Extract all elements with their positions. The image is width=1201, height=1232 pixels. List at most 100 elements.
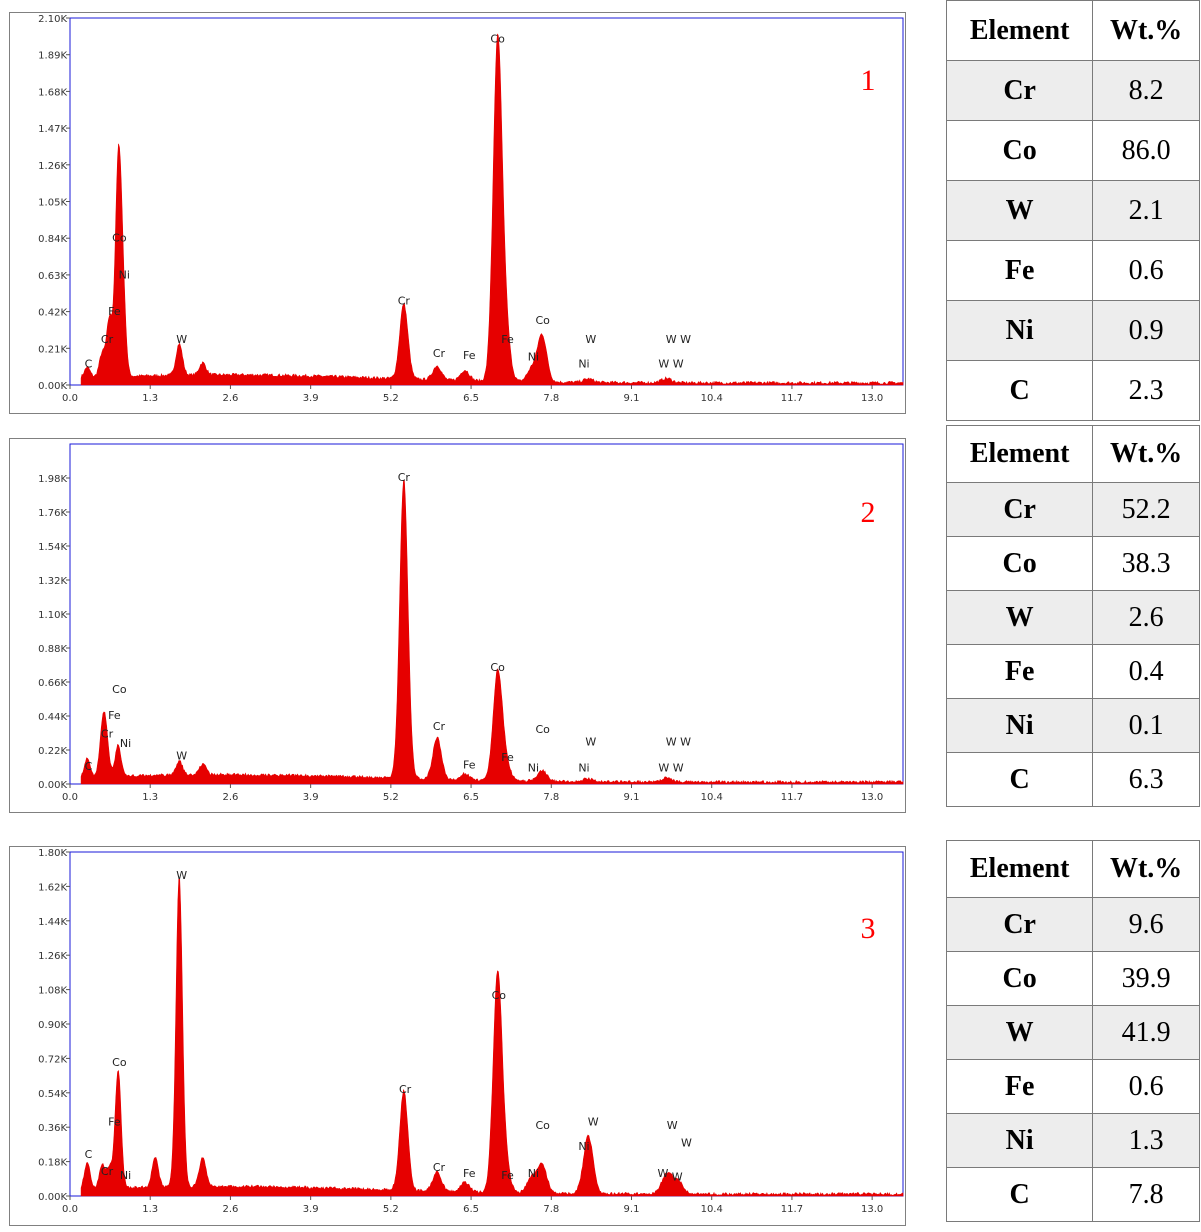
y-tick-label: 0.42K [38, 308, 67, 319]
peak-label: Fe [463, 1167, 476, 1180]
element-cell: Co [945, 120, 1094, 181]
peak-label: Fe [463, 349, 476, 362]
y-tick-label: 1.32K [38, 576, 67, 587]
element-cell: W [945, 590, 1094, 645]
x-tick-label: 0.0 [62, 1204, 78, 1215]
y-tick-label: 1.80K [38, 848, 67, 859]
y-tick-label: 1.89K [38, 51, 67, 62]
element-cell: W [945, 180, 1094, 241]
peak-label: Fe [501, 751, 514, 764]
y-tick-label: 0.00K [38, 780, 67, 791]
peak-label: Cr [398, 471, 411, 484]
header-wt-percent: Wt.% [1092, 0, 1200, 61]
header-element: Element [945, 840, 1094, 898]
x-tick-label: 6.5 [463, 792, 479, 803]
x-tick-label: 11.7 [781, 393, 803, 404]
y-tick-label: 0.00K [38, 1192, 67, 1203]
element-cell: Fe [945, 644, 1094, 699]
peak-label: Fe [108, 709, 121, 722]
peak-label: Cr [398, 295, 411, 308]
element-cell: W [945, 1005, 1094, 1060]
wt-percent-cell: 7.8 [1092, 1167, 1200, 1222]
spectrum-series [80, 878, 904, 1197]
table-row: Fe 0.6 [945, 1059, 1200, 1114]
peak-label: Co [112, 232, 127, 245]
y-tick-label: 1.68K [38, 87, 67, 98]
peak-label: Ni [120, 737, 131, 750]
x-tick-label: 9.1 [624, 792, 640, 803]
y-tick-label: 0.44K [38, 712, 67, 723]
spectrum-panel-1: 0.00K 0.21K 0.42K 0.63K 0.84K 1.05K 1.26K 1.47K… [9, 12, 906, 414]
panel-number: 3 [861, 912, 876, 945]
peak-label: Co [492, 989, 507, 1002]
peak-label: Ni [528, 351, 539, 364]
peak-label: Fe [501, 1169, 514, 1182]
peak-label: Co [535, 1119, 550, 1132]
x-tick-label: 3.9 [303, 393, 319, 404]
x-tick-label: 2.6 [222, 393, 238, 404]
table-row: W 2.6 [945, 590, 1200, 645]
x-tick-label: 13.0 [861, 1204, 883, 1215]
peak-label: Ni [119, 268, 130, 281]
x-tick-label: 1.3 [142, 792, 158, 803]
table-row: Cr 8.2 [945, 60, 1200, 121]
y-tick-label: 1.76K [38, 508, 67, 519]
peak-label: Cr [101, 1165, 114, 1178]
y-tick-label: 0.63K [38, 271, 67, 282]
plot-area [69, 17, 904, 386]
x-tick-label: 6.5 [463, 1204, 479, 1215]
y-tick-label: 0.66K [38, 678, 67, 689]
peak-label: W W [666, 333, 691, 346]
x-tick-label: 0.0 [62, 393, 78, 404]
peak-label: Fe [463, 759, 476, 772]
wt-percent-cell: 39.9 [1092, 951, 1200, 1006]
peak-label: W [672, 1171, 683, 1184]
x-tick-label: 3.9 [303, 1204, 319, 1215]
table-row: Fe 0.4 [945, 644, 1200, 699]
peak-label: W [176, 333, 187, 346]
peak-label: Cr [433, 1161, 446, 1174]
wt-percent-cell: 2.6 [1092, 590, 1200, 645]
wt-percent-cell: 8.2 [1092, 60, 1200, 121]
table-row: W 2.1 [945, 180, 1200, 241]
x-tick-label: 7.8 [543, 1204, 559, 1215]
spectrum-series [80, 480, 904, 785]
header-element: Element [945, 425, 1094, 483]
peak-label: C [85, 760, 93, 773]
table-row: W 41.9 [945, 1005, 1200, 1060]
peak-label: C [85, 358, 93, 371]
panel-number: 2 [861, 496, 876, 529]
x-tick-label: 5.2 [383, 393, 399, 404]
y-tick-label: 0.88K [38, 644, 67, 655]
element-cell: Ni [945, 1113, 1094, 1168]
element-cell: Ni [945, 698, 1094, 753]
y-tick-label: 0.36K [38, 1123, 67, 1134]
spectrum-chart-1: 0.00K 0.21K 0.42K 0.63K 0.84K 1.05K 1.26K 1.47K… [9, 12, 906, 414]
x-tick-label: 10.4 [701, 393, 723, 404]
y-tick-label: 0.00K [38, 381, 67, 392]
x-tick-label: 6.5 [463, 393, 479, 404]
spectrum-chart-2: 0.00K 0.22K 0.44K 0.66K 0.88K 1.10K 1.32K 1.54K… [9, 438, 906, 813]
peak-label: W [176, 749, 187, 762]
wt-percent-cell: 0.1 [1092, 698, 1200, 753]
peak-label: Fe [108, 305, 121, 318]
peak-label: Cr [433, 347, 446, 360]
table-row: C 2.3 [945, 360, 1200, 421]
peak-label: Co [490, 32, 505, 45]
peak-label: Cr [101, 728, 114, 741]
x-tick-label: 9.1 [624, 393, 640, 404]
element-cell: Co [945, 951, 1094, 1006]
peak-label: Ni [120, 1169, 131, 1182]
wt-percent-cell: 0.4 [1092, 644, 1200, 699]
y-tick-label: 0.22K [38, 746, 67, 757]
x-tick-label: 1.3 [142, 393, 158, 404]
spectrum-panel-3: 0.00K 0.18K 0.36K 0.54K 0.72K 0.90K 1.08K 1.26K… [9, 846, 906, 1226]
y-tick-label: 1.05K [38, 198, 67, 209]
x-tick-label: 1.3 [142, 1204, 158, 1215]
wt-percent-cell: 0.9 [1092, 300, 1200, 361]
peak-label: C [85, 1148, 93, 1161]
y-tick-label: 0.21K [38, 344, 67, 355]
element-cell: C [945, 360, 1094, 421]
x-tick-label: 13.0 [861, 393, 883, 404]
table-row: C 6.3 [945, 752, 1200, 807]
